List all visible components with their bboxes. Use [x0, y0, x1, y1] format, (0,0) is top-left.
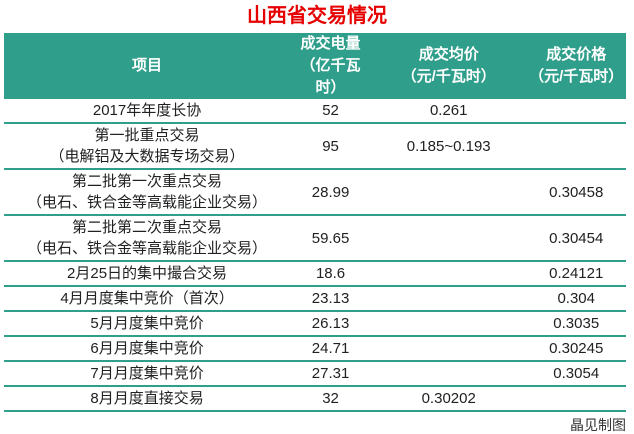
deal-price-cell: [526, 99, 626, 124]
volume-cell: 95: [290, 123, 371, 170]
deal-price-cell: 0.30245: [526, 336, 626, 362]
project-name: 第一批重点交易: [94, 127, 200, 144]
col-header-deal-price: 成交价格 （元/千瓦时）: [526, 33, 626, 99]
project-cell: 8月月度直接交易: [4, 386, 291, 412]
project-cell: 第一批重点交易 （电解铝及大数据专场交易）: [4, 123, 291, 170]
volume-cell: 24.71: [290, 336, 371, 362]
deal-price-cell: 0.30454: [526, 215, 626, 262]
project-cell: 4月月度集中竞价（首次）: [4, 286, 291, 312]
deal-price-cell: 0.30458: [526, 169, 626, 216]
page: 山西省交易情况 项目 成交电量 （亿千瓦时） 成交均价 （元/千瓦时）: [0, 4, 634, 433]
project-name: 第二批第二次重点交易: [72, 219, 223, 236]
table-body: 2017年年度长协 52 0.261 第一批重点交易 （电解铝及大数据专场交易） 95 0.…: [4, 99, 626, 412]
credit-caption: 晶见制图: [570, 417, 626, 433]
volume-cell: 27.31: [290, 361, 371, 387]
table-row: 2月25日的集中撮合交易 18.6 0.24121: [4, 261, 626, 287]
avg-price-cell: 0.261: [370, 99, 527, 124]
table-row: 8月月度直接交易 32 0.30202: [4, 386, 626, 412]
project-cell: 5月月度集中竞价: [4, 311, 291, 337]
table-row: 第一批重点交易 （电解铝及大数据专场交易） 95 0.185~0.193: [4, 123, 626, 170]
deal-price-cell: 0.24121: [526, 261, 626, 287]
avg-price-cell: 0.185~0.193: [370, 123, 527, 170]
project-cell: 第二批第一次重点交易 （电石、铁合金等高载能企业交易）: [4, 169, 291, 216]
project-name: 2月25日的集中撮合交易: [67, 265, 228, 282]
volume-cell: 18.6: [290, 261, 371, 287]
col-header-volume: 成交电量 （亿千瓦时）: [290, 33, 371, 99]
col-header-avg-price-unit: （元/千瓦时）: [401, 68, 496, 85]
volume-cell: 26.13: [290, 311, 371, 337]
deal-price-cell: [526, 123, 626, 170]
deal-price-cell: 0.3035: [526, 311, 626, 337]
deal-price-cell: [526, 386, 626, 412]
col-header-avg-price: 成交均价 （元/千瓦时）: [370, 33, 527, 99]
avg-price-cell: [370, 286, 527, 312]
project-name: 6月月度集中竞价: [90, 340, 204, 357]
avg-price-cell: [370, 169, 527, 216]
col-header-deal-price-unit: （元/千瓦时）: [529, 68, 624, 85]
project-name: 5月月度集中竞价: [90, 315, 204, 332]
project-name: 7月月度集中竞价: [90, 365, 204, 382]
avg-price-cell: [370, 361, 527, 387]
page-title: 山西省交易情况: [247, 5, 387, 27]
deal-price-cell: 0.3054: [526, 361, 626, 387]
table-row: 2017年年度长协 52 0.261: [4, 99, 626, 124]
avg-price-cell: [370, 336, 527, 362]
project-cell: 2月25日的集中撮合交易: [4, 261, 291, 287]
project-name: 4月月度集中竞价（首次）: [60, 290, 234, 307]
project-name: 8月月度直接交易: [90, 390, 204, 407]
avg-price-cell: [370, 311, 527, 337]
col-header-project: 项目: [4, 33, 291, 99]
project-subname: （电石、铁合金等高载能企业交易）: [27, 194, 268, 211]
col-header-volume-label: 成交电量: [300, 35, 361, 52]
volume-cell: 59.65: [290, 215, 371, 262]
project-cell: 6月月度集中竞价: [4, 336, 291, 362]
table-row: 6月月度集中竞价 24.71 0.30245: [4, 336, 626, 362]
table-row: 7月月度集中竞价 27.31 0.3054: [4, 361, 626, 387]
col-header-deal-price-label: 成交价格: [546, 46, 607, 63]
project-name: 2017年年度长协: [92, 102, 202, 119]
avg-price-cell: [370, 261, 527, 287]
avg-price-cell: 0.30202: [370, 386, 527, 412]
table-row: 第二批第二次重点交易 （电石、铁合金等高载能企业交易） 59.65 0.30454: [4, 215, 626, 262]
deal-price-cell: 0.304: [526, 286, 626, 312]
col-header-project-label: 项目: [132, 57, 163, 74]
trade-table: 项目 成交电量 （亿千瓦时） 成交均价 （元/千瓦时） 成交价格 （元/千瓦时）…: [4, 33, 626, 412]
volume-cell: 32: [290, 386, 371, 412]
table-row: 5月月度集中竞价 26.13 0.3035: [4, 311, 626, 337]
volume-cell: 52: [290, 99, 371, 124]
project-name: 第二批第一次重点交易: [72, 173, 223, 190]
col-header-avg-price-label: 成交均价: [418, 46, 479, 63]
table-row: 4月月度集中竞价（首次） 23.13 0.304: [4, 286, 626, 312]
project-cell: 2017年年度长协: [4, 99, 291, 124]
project-subname: （电解铝及大数据专场交易）: [49, 148, 245, 165]
col-header-volume-unit: （亿千瓦时）: [300, 57, 361, 96]
volume-cell: 28.99: [290, 169, 371, 216]
project-cell: 第二批第二次重点交易 （电石、铁合金等高载能企业交易）: [4, 215, 291, 262]
header-row: 项目 成交电量 （亿千瓦时） 成交均价 （元/千瓦时） 成交价格 （元/千瓦时）: [4, 33, 626, 99]
avg-price-cell: [370, 215, 527, 262]
table-row: 第二批第一次重点交易 （电石、铁合金等高载能企业交易） 28.99 0.30458: [4, 169, 626, 216]
volume-cell: 23.13: [290, 286, 371, 312]
project-cell: 7月月度集中竞价: [4, 361, 291, 387]
project-subname: （电石、铁合金等高载能企业交易）: [27, 240, 268, 257]
